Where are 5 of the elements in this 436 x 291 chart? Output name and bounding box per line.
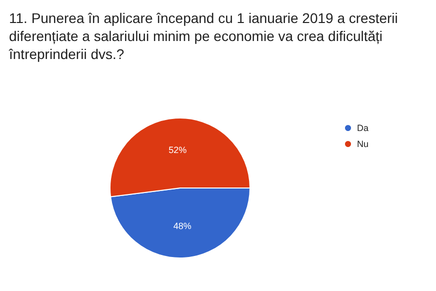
legend-label: Da bbox=[357, 123, 369, 133]
data-label: 48% bbox=[173, 220, 192, 231]
data-label: 52% bbox=[168, 145, 187, 156]
chart-title: 11. Punerea în aplicare începand cu 1 ianuarie 2019 a cresterii diferențiate a salariului minim pe economie va crea dificultăți întreprinderii dvs.? bbox=[8, 10, 402, 62]
legend-label: Nu bbox=[357, 139, 369, 149]
